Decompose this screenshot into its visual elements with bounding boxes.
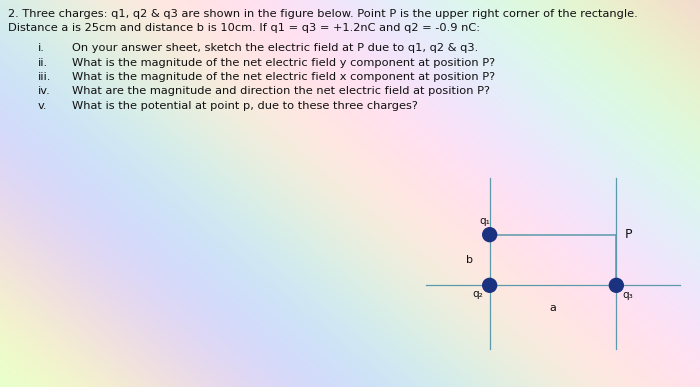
Text: q₃: q₃ xyxy=(622,290,633,300)
Text: Distance a is 25cm and distance b is 10cm. If q1 = q3 = +1.2nC and q2 = -0.9 nC:: Distance a is 25cm and distance b is 10c… xyxy=(8,23,480,33)
Text: iv.: iv. xyxy=(38,87,50,96)
Text: q₂: q₂ xyxy=(472,289,483,299)
Text: On your answer sheet, sketch the electric field at P due to q1, q2 & q3.: On your answer sheet, sketch the electri… xyxy=(72,43,478,53)
Text: What is the potential at point p, due to these three charges?: What is the potential at point p, due to… xyxy=(72,101,418,111)
Text: a: a xyxy=(550,303,556,313)
Text: What is the magnitude of the net electric field x component at position P?: What is the magnitude of the net electri… xyxy=(72,72,495,82)
Circle shape xyxy=(610,278,623,292)
Text: v.: v. xyxy=(38,101,48,111)
Text: What is the magnitude of the net electric field y component at position P?: What is the magnitude of the net electri… xyxy=(72,58,495,67)
Text: q₁: q₁ xyxy=(480,216,490,226)
Text: 2. Three charges: q1, q2 & q3 are shown in the figure below. Point P is the uppe: 2. Three charges: q1, q2 & q3 are shown … xyxy=(8,9,638,19)
Text: b: b xyxy=(466,255,473,265)
Text: P: P xyxy=(624,228,632,241)
Text: ii.: ii. xyxy=(38,58,48,67)
Circle shape xyxy=(483,228,496,241)
Text: What are the magnitude and direction the net electric field at position P?: What are the magnitude and direction the… xyxy=(72,87,490,96)
Circle shape xyxy=(483,278,496,292)
Text: i.: i. xyxy=(38,43,45,53)
Text: iii.: iii. xyxy=(38,72,51,82)
